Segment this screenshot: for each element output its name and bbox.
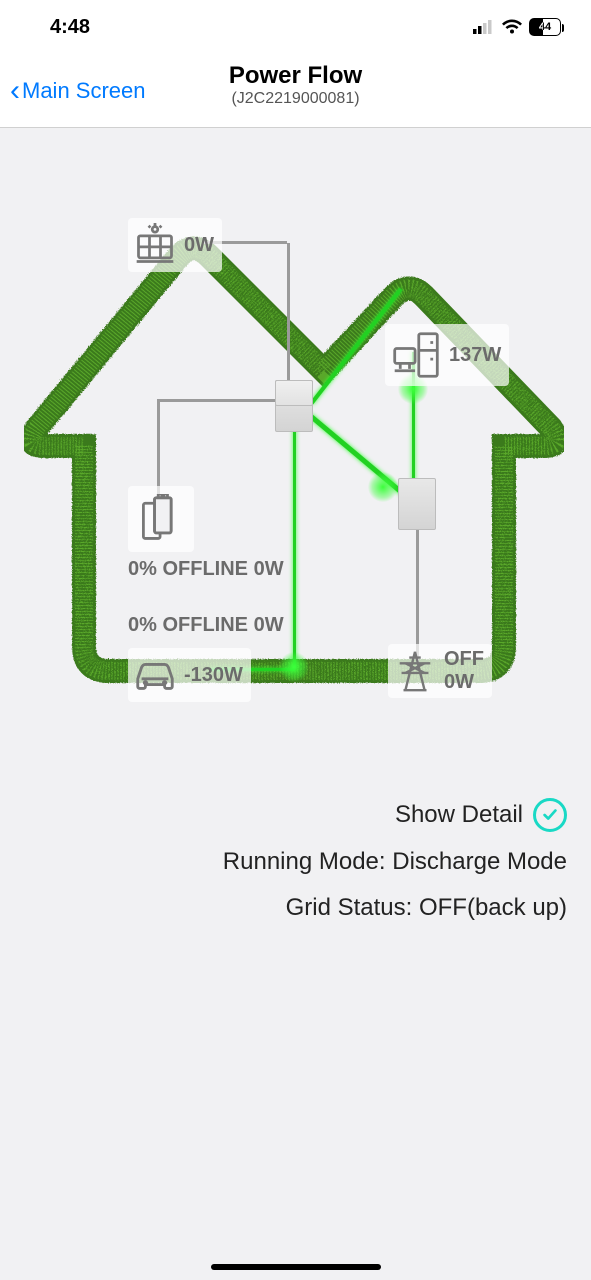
back-label: Main Screen (22, 78, 146, 104)
chevron-left-icon: ‹ (10, 76, 20, 106)
flow-line (157, 399, 275, 402)
clock: 4:48 (50, 16, 90, 39)
pylon-icon (392, 648, 438, 694)
grid-line2: 0W (444, 671, 484, 694)
grid-line1: OFF (444, 648, 484, 671)
status-bar: 4:48 44 (0, 0, 591, 54)
home-appliance-icon (389, 328, 443, 382)
cellular-icon (473, 20, 495, 34)
inverter-device-top (275, 380, 313, 406)
battery-node[interactable] (128, 486, 194, 552)
flow-line (287, 243, 290, 393)
solar-panel-icon (132, 222, 178, 268)
flow-line (157, 399, 160, 499)
car-icon (132, 652, 178, 698)
check-circle-icon (533, 798, 567, 832)
wifi-icon (501, 19, 523, 35)
home-load-node[interactable]: 137W (385, 324, 509, 386)
ev-node[interactable]: -130W (128, 648, 251, 702)
flow-dot (279, 652, 309, 682)
solar-node[interactable]: 0W (128, 218, 222, 272)
home-indicator (211, 1264, 381, 1270)
power-flow-diagram: 0W 137W 0% OFFLINE 0W 0% OFFLINE 0W (0, 128, 591, 1280)
page-title: Power Flow (229, 62, 362, 90)
solar-value: 0W (184, 234, 214, 257)
flow-line-active (293, 428, 296, 668)
title-block: Power Flow (J2C2219000081) (229, 62, 362, 108)
battery-pack-icon (134, 492, 188, 546)
ev-value: -130W (184, 664, 243, 687)
grid-status-row: Grid Status: OFF(back up) (286, 894, 567, 922)
show-detail-label: Show Detail (395, 801, 523, 829)
show-detail-row[interactable]: Show Detail (395, 798, 567, 832)
flow-line (416, 528, 419, 663)
sub-device (398, 478, 436, 530)
back-button[interactable]: ‹ Main Screen (10, 76, 146, 106)
status-right: 44 (473, 18, 561, 36)
flow-dot (368, 472, 398, 502)
grid-node[interactable]: OFF 0W (388, 644, 492, 698)
offline-row-2: 0% OFFLINE 0W (128, 614, 284, 637)
running-mode-row: Running Mode: Discharge Mode (223, 848, 567, 876)
page-subtitle: (J2C2219000081) (229, 90, 362, 108)
nav-header: ‹ Main Screen Power Flow (J2C2219000081) (0, 54, 591, 128)
home-value: 137W (449, 344, 501, 367)
offline-row-1: 0% OFFLINE 0W (128, 558, 284, 581)
battery-icon: 44 (529, 18, 561, 36)
